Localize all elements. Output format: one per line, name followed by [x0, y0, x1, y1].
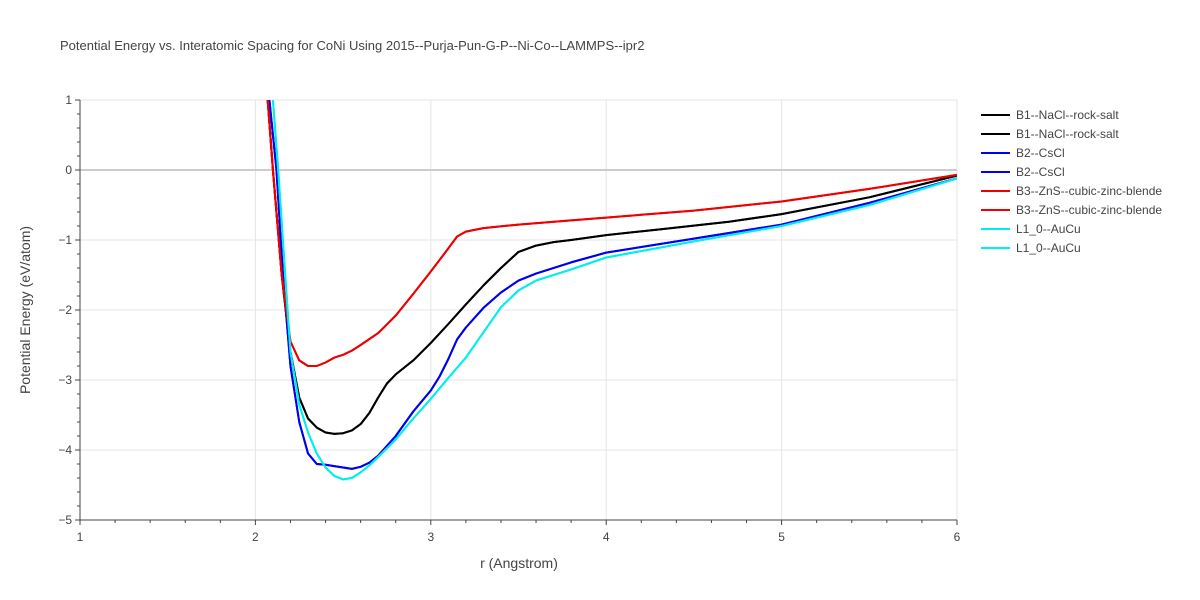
x-tick-label: 1 [77, 530, 84, 544]
x-tick-label: 4 [603, 530, 610, 544]
y-tick-label: −3 [58, 373, 72, 387]
y-tick-label: 1 [65, 93, 72, 107]
legend-label: B2--CsCl [1016, 165, 1065, 179]
legend-item[interactable]: B2--CsCl [981, 146, 1065, 160]
chart-title: Potential Energy vs. Interatomic Spacing… [60, 38, 644, 53]
legend-label: B1--NaCl--rock-salt [1016, 108, 1119, 122]
series-line-1[interactable] [266, 100, 957, 435]
legend[interactable]: B1--NaCl--rock-salt B1--NaCl--rock-salt B2… [981, 108, 1162, 255]
y-tick-label: −2 [58, 303, 72, 317]
legend-label: B3--ZnS--cubic-zinc-blende [1016, 203, 1162, 217]
series-line-6[interactable] [266, 100, 957, 367]
legend-item[interactable]: B2--CsCl [981, 165, 1065, 179]
series-line-5[interactable] [266, 100, 957, 367]
legend-item[interactable]: B1--NaCl--rock-salt [981, 127, 1119, 141]
x-ticks: 1 2 3 4 5 6 [77, 530, 961, 544]
x-tick-label: 2 [252, 530, 259, 544]
legend-item[interactable]: B3--ZnS--cubic-zinc-blende [981, 184, 1162, 198]
y-ticks: 1 0 −1 −2 −3 −4 −5 [58, 93, 72, 527]
x-tick-label: 6 [954, 530, 961, 544]
y-axis-title: Potential Energy (eV/atom) [17, 226, 33, 394]
series-line-2[interactable] [266, 100, 957, 435]
y-tick-label: −5 [58, 513, 72, 527]
legend-label: B3--ZnS--cubic-zinc-blende [1016, 184, 1162, 198]
y-tick-label: −4 [58, 443, 72, 457]
y-tick-label: −1 [58, 233, 72, 247]
series-line-7[interactable] [271, 100, 957, 481]
axes [75, 99, 958, 525]
series-group [266, 100, 957, 481]
legend-label: B2--CsCl [1016, 146, 1065, 160]
grid [80, 99, 958, 520]
series-line-3[interactable] [268, 100, 957, 470]
y-tick-label: 0 [65, 163, 72, 177]
legend-item[interactable]: B1--NaCl--rock-salt [981, 108, 1119, 122]
legend-item[interactable]: L1_0--AuCu [981, 241, 1081, 255]
x-tick-label: 3 [427, 530, 434, 544]
legend-label: B1--NaCl--rock-salt [1016, 127, 1119, 141]
legend-item[interactable]: B3--ZnS--cubic-zinc-blende [981, 203, 1162, 217]
x-axis-title: r (Angstrom) [480, 555, 558, 571]
legend-item[interactable]: L1_0--AuCu [981, 222, 1081, 236]
x-tick-label: 5 [778, 530, 785, 544]
series-line-4[interactable] [268, 100, 957, 470]
legend-label: L1_0--AuCu [1016, 222, 1081, 236]
series-line-8[interactable] [271, 100, 957, 481]
legend-label: L1_0--AuCu [1016, 241, 1081, 255]
